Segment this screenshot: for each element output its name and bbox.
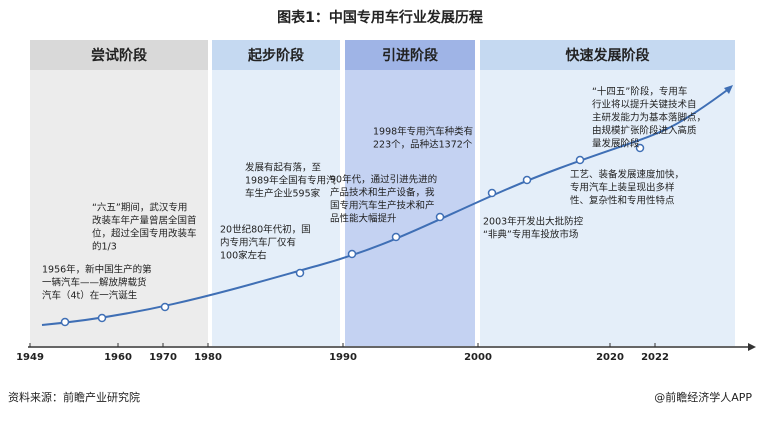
phase-body <box>480 40 735 346</box>
milestone-dot <box>60 317 70 327</box>
annotation-line: 100家左右 <box>220 250 267 262</box>
annotation-line: 主研发能力为基本落脚点， <box>592 112 706 124</box>
growth-curve <box>41 87 731 326</box>
annotation-line: 1989年全国有专用汽 <box>245 175 336 187</box>
annotation-line: 性、复杂性和专用性特点 <box>570 195 675 207</box>
title: 图表1：中国专用车行业发展历程 <box>277 9 483 26</box>
phase-label: 尝试阶段 <box>91 47 147 64</box>
axis-tick-label: 2022 <box>641 352 669 363</box>
annotation-line: 90年代，通过引进先进的 <box>330 174 437 186</box>
annotation-line: 专用汽车上装呈现出多样 <box>570 182 675 194</box>
annotation-line: 车生产企业595家 <box>245 188 321 200</box>
curve-arrow <box>724 85 733 94</box>
annotation-line: 量发展阶段 <box>592 138 640 150</box>
annotation-line: 发展有起有落，至 <box>245 162 321 174</box>
annotation-line: 国专用汽车生产技术和产 <box>330 200 435 212</box>
axis-tick-label: 2020 <box>596 352 624 363</box>
annotation-line: 一辆汽车——解放牌载货 <box>42 277 147 289</box>
phase-body <box>30 40 208 346</box>
phase-body <box>212 40 340 346</box>
axis-arrow <box>748 343 756 351</box>
annotation-line: 1998年专用汽车种类有 <box>373 126 473 138</box>
milestone-dot <box>522 175 532 185</box>
milestone-dot <box>295 268 305 278</box>
phase-label: 引进阶段 <box>382 47 438 64</box>
milestone-dot <box>391 232 401 242</box>
axis-tick-label: 1949 <box>16 352 44 363</box>
annotation-line: 223个，品种达1372个 <box>373 139 473 151</box>
annotation-line: 品性能大幅提升 <box>330 213 397 225</box>
phase-header <box>480 40 735 70</box>
annotation-line: 改装车年产量曾居全国首 <box>92 215 197 227</box>
annotation-line: 20世纪80年代初，国 <box>220 224 311 236</box>
annotation-line: 行业将以提升关键技术自 <box>592 99 697 111</box>
annotation-line: 汽车（4t）在一汽诞生 <box>42 290 138 302</box>
axis-tick-label: 1960 <box>104 352 132 363</box>
source: 资料来源：前瞻产业研究院 <box>8 390 140 404</box>
axis-tick-label: 1970 <box>149 352 177 363</box>
content: 尝试阶段 起步阶段 引进阶段 快速发展阶段 1949 1960 1970 1980 1990 20… <box>16 40 756 363</box>
axis-tick-label: 1980 <box>194 352 222 363</box>
phase-header <box>212 40 340 70</box>
annotation-line: “十四五”阶段，专用车 <box>592 86 687 98</box>
milestone-dot <box>435 212 445 222</box>
phase-label: 起步阶段 <box>247 47 304 64</box>
annotation-line: 2003年开发出大批防控 <box>483 216 584 228</box>
brand: @前瞻经济学人APP <box>654 390 752 404</box>
milestone-dot <box>575 155 585 165</box>
annotation-line: 由规模扩张阶段进入高质 <box>592 125 697 137</box>
milestone-dot <box>487 188 497 198</box>
annotation-line: 产品技术和生产设备，我 <box>330 187 435 199</box>
milestone-dot <box>347 249 357 259</box>
phase-header <box>30 40 208 70</box>
annotation-line: 工艺、装备发展速度加快， <box>570 169 684 181</box>
milestone-dot <box>97 313 107 323</box>
axis-tick-label: 2000 <box>464 352 492 363</box>
annotation-line: 位，超过全国专用改装车 <box>92 228 197 240</box>
annotation-line: “六五”期间，武汉专用 <box>92 202 187 214</box>
phase-body <box>345 40 475 346</box>
annotation-line: 内专用汽车厂仅有 <box>220 237 296 249</box>
annotation-line: 1956年，新中国生产的第 <box>42 264 152 276</box>
milestone-dot <box>160 302 170 312</box>
milestone-dot <box>635 143 645 153</box>
annotation-line: “非典”专用车投放市场 <box>483 229 578 241</box>
phase-header <box>345 40 475 70</box>
axis-tick-label: 1990 <box>329 352 357 363</box>
phase-label: 快速发展阶段 <box>566 47 650 64</box>
annotation-line: 的1/3 <box>92 241 117 253</box>
